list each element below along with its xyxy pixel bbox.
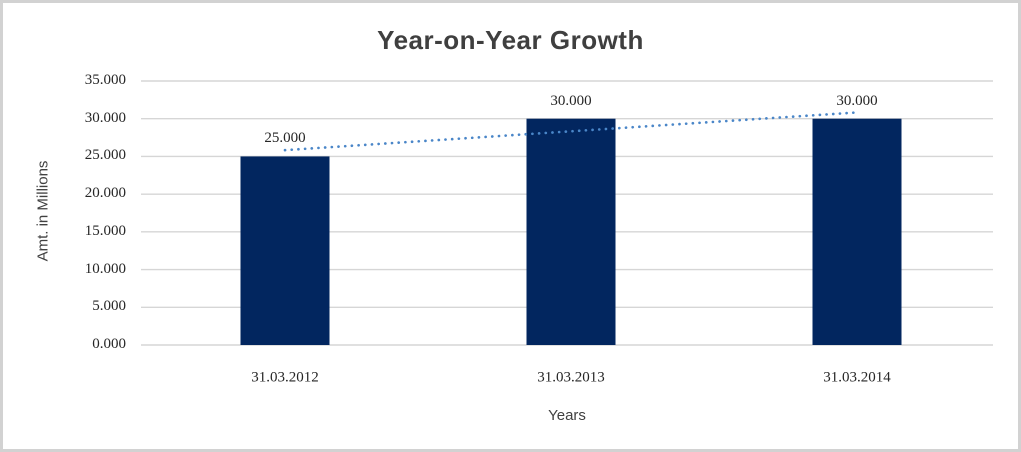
bar-series-column — [812, 118, 902, 345]
y-tick-label: 25.000 — [84, 147, 126, 164]
x-axis-title: Years — [548, 407, 586, 424]
plot-area — [141, 80, 993, 346]
bar-series-column — [526, 118, 616, 345]
y-tick-label: 30.000 — [84, 109, 126, 126]
x-category-label: 31.03.2014 — [823, 369, 891, 386]
bar-data-label: 30.000 — [836, 92, 878, 109]
bar-data-label: 25.000 — [264, 130, 306, 147]
y-axis-title: Amt. in Millions — [34, 160, 52, 262]
y-tick-label: 20.000 — [84, 185, 126, 202]
chart-title: Year-on-Year Growth — [377, 25, 644, 55]
y-tick-label: 10.000 — [84, 260, 126, 277]
y-tick-label: 0.000 — [92, 336, 126, 353]
x-category-label: 31.03.2012 — [251, 369, 319, 386]
y-tick-label: 15.000 — [84, 223, 126, 240]
x-category-label: 31.03.2013 — [537, 369, 605, 386]
bar-series-column — [240, 156, 330, 345]
y-tick-label: 5.000 — [92, 298, 126, 315]
bar-data-label: 30.000 — [550, 92, 592, 109]
y-tick-label: 35.000 — [84, 72, 126, 89]
